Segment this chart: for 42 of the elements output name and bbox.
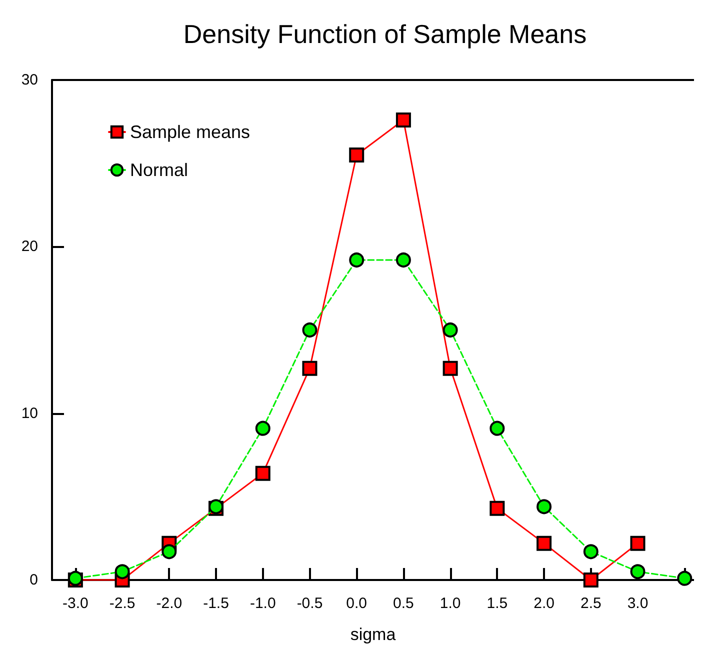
legend-label: Normal [130, 160, 188, 180]
point [630, 564, 646, 580]
y-tick-label: 0 [30, 572, 38, 588]
point [536, 499, 552, 514]
x-tick-label: 1.0 [440, 595, 461, 612]
x-tick-label: -2.5 [109, 595, 136, 612]
point [349, 252, 364, 268]
point [490, 500, 505, 516]
chart-title: Density Function of Sample Means [183, 19, 587, 49]
point [349, 148, 364, 162]
x-tick-label: -1.0 [250, 595, 276, 612]
point [490, 420, 505, 436]
point [442, 322, 458, 338]
point [630, 536, 646, 551]
point [255, 420, 270, 436]
point [396, 112, 411, 128]
x-tick-label: -1.5 [203, 595, 229, 612]
y-tick-label: 20 [21, 238, 38, 256]
x-tick-label: 0.0 [346, 595, 368, 612]
x-tick-label: 2.5 [580, 595, 602, 612]
point [255, 466, 270, 481]
point [583, 572, 598, 588]
x-tick-label: 0.5 [393, 595, 414, 612]
x-tick-label: 3.0 [627, 595, 648, 612]
y-tick-label: 10 [21, 404, 38, 422]
x-tick-label: -2.0 [156, 595, 182, 612]
point [162, 544, 177, 560]
x-tick-label: 2.0 [534, 595, 554, 612]
x-axis-title: sigma [350, 625, 396, 644]
point [302, 360, 318, 376]
point [114, 564, 130, 580]
x-tick-label: -0.5 [296, 595, 323, 612]
x-tick-label: 1.5 [486, 595, 508, 612]
y-tick-label: 30 [21, 72, 38, 88]
point [536, 536, 552, 551]
point [396, 252, 411, 268]
point [442, 360, 458, 376]
x-tick-label: -3.0 [62, 595, 88, 612]
point [677, 570, 692, 586]
point [583, 544, 598, 560]
point [302, 322, 318, 338]
legend-label: Sample means [130, 122, 250, 142]
